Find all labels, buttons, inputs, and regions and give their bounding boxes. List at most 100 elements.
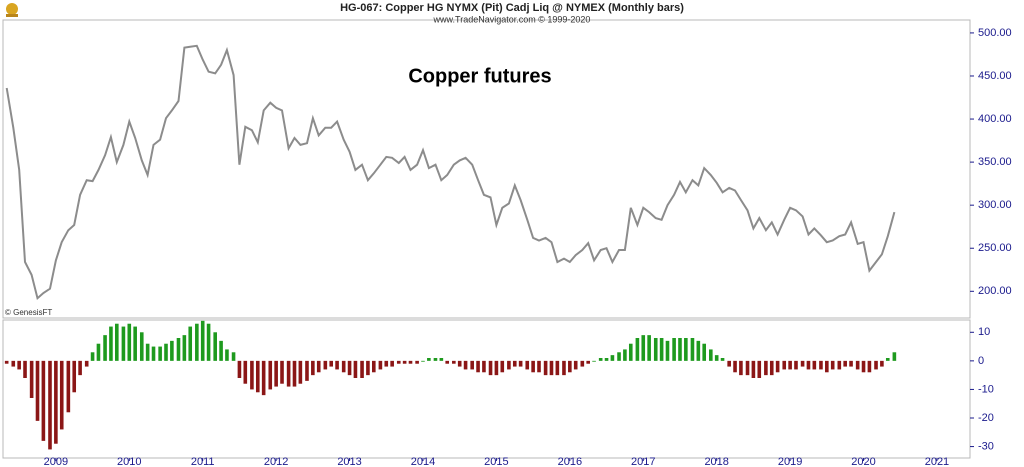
- x-tick-label: 2015: [484, 456, 508, 467]
- histogram-bar: [96, 343, 101, 361]
- histogram-bar: [261, 360, 266, 396]
- histogram-bar: [837, 360, 842, 370]
- histogram-bar: [188, 326, 193, 361]
- y-tick-label: 200.00: [978, 285, 1012, 297]
- x-tick-label: 2014: [411, 456, 435, 467]
- histogram-bar: [231, 352, 236, 361]
- histogram-bar: [690, 338, 695, 361]
- histogram-bar: [849, 360, 853, 367]
- histogram-bar: [512, 360, 517, 367]
- histogram-bar: [439, 358, 444, 361]
- histogram-bar: [769, 360, 774, 376]
- histogram-bar: [195, 323, 199, 361]
- histogram-bar: [311, 360, 315, 376]
- histogram-bar: [714, 355, 719, 361]
- histogram-bar: [268, 360, 273, 390]
- histogram-bar: [200, 320, 205, 361]
- histogram-bar: [158, 346, 162, 361]
- histogram-bar: [470, 360, 474, 370]
- logo: [6, 3, 18, 17]
- histogram-bar: [727, 360, 731, 367]
- histogram-bar: [378, 360, 383, 370]
- histogram-bar: [103, 335, 107, 361]
- y-tick-label: -20: [978, 412, 994, 424]
- chart-title: HG-067: Copper HG NYMX (Pit) Cadj Liq @ …: [340, 2, 684, 14]
- y-tick-label: 450.00: [978, 70, 1012, 82]
- histogram-bar: [90, 352, 95, 361]
- histogram-bar: [457, 360, 462, 367]
- histogram-bar: [628, 343, 633, 361]
- histogram-bar: [709, 349, 713, 361]
- histogram-bar: [452, 360, 456, 364]
- histogram-bar: [494, 360, 499, 376]
- price-line: [5, 44, 896, 301]
- credit: © GenesisFT: [5, 308, 52, 317]
- histogram-bar: [408, 360, 413, 364]
- x-tick-label: 2016: [558, 456, 582, 467]
- histogram-bar: [647, 335, 651, 361]
- histogram-bar: [213, 332, 217, 361]
- histogram-bar: [445, 360, 450, 364]
- histogram-bar: [702, 343, 707, 361]
- histogram-bar: [145, 343, 150, 361]
- histogram-bar: [672, 338, 676, 361]
- histogram-bar: [402, 360, 407, 364]
- histogram-bar: [861, 360, 866, 373]
- histogram-bar: [396, 360, 401, 364]
- histogram-bar: [11, 360, 16, 367]
- histogram-bar: [641, 335, 646, 361]
- histogram-bar: [843, 360, 847, 367]
- histogram-bar: [555, 360, 560, 376]
- histogram-bar: [78, 360, 82, 376]
- histogram-bar: [35, 360, 40, 421]
- histogram-bar: [292, 360, 297, 387]
- histogram-bar: [427, 358, 431, 361]
- histogram-bar: [139, 332, 144, 361]
- histogram-bar: [782, 360, 787, 370]
- x-tick-label: 2013: [337, 456, 361, 467]
- histogram-bar: [151, 346, 156, 361]
- histogram-bar: [617, 352, 621, 361]
- histogram-bar: [371, 360, 376, 373]
- histogram-bar: [54, 360, 58, 444]
- histogram-bar: [390, 360, 394, 367]
- histogram-bar: [885, 358, 890, 361]
- histogram-bar: [476, 360, 480, 373]
- histogram-bar: [225, 349, 229, 361]
- histogram-bar: [830, 360, 835, 370]
- histogram-bar: [415, 360, 419, 364]
- histogram-bar: [543, 360, 548, 376]
- histogram-bar: [463, 360, 468, 370]
- histogram-bar: [586, 360, 590, 364]
- histogram-bar: [250, 360, 254, 390]
- histogram-bar: [206, 323, 211, 361]
- annotation: Copper futures: [408, 65, 551, 87]
- histogram-bar: [696, 340, 701, 361]
- histogram-bar: [812, 360, 817, 370]
- histogram-bar: [855, 360, 860, 370]
- histogram-bar: [623, 349, 627, 361]
- histogram-bar: [121, 326, 126, 361]
- histogram-bar: [592, 360, 596, 362]
- histogram-bar: [72, 360, 77, 393]
- histogram-bar: [867, 360, 872, 373]
- histogram-bar: [880, 360, 884, 367]
- histogram-bar: [384, 360, 389, 367]
- histogram-bar: [59, 360, 64, 430]
- histogram-bar: [341, 360, 346, 373]
- histogram-bar: [48, 360, 52, 450]
- histogram-bar: [825, 360, 829, 373]
- histogram-bar: [720, 358, 725, 361]
- histogram-bar: [127, 323, 132, 361]
- histogram-bar: [316, 360, 321, 373]
- histogram-bar: [280, 360, 284, 384]
- y-tick-label: 10: [978, 326, 990, 338]
- histogram-bar: [482, 360, 486, 373]
- histogram-bar: [537, 360, 541, 373]
- histogram-bar: [665, 340, 670, 361]
- histogram-bar: [4, 360, 9, 364]
- x-tick-label: 2017: [631, 456, 655, 467]
- histogram-bar: [678, 338, 682, 361]
- histogram-bar: [518, 360, 523, 367]
- histogram-bar: [366, 360, 370, 376]
